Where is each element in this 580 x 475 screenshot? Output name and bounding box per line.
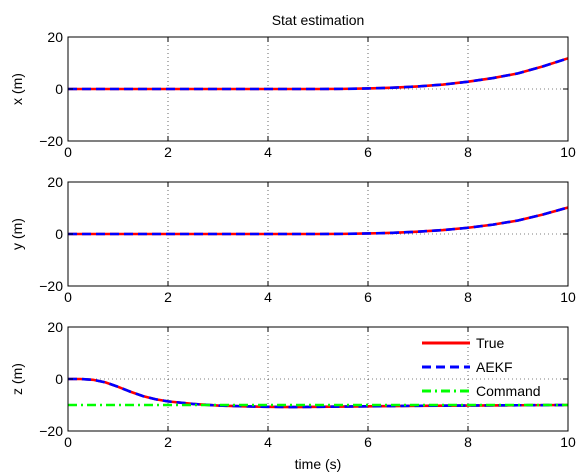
x-tick-label: 2 bbox=[164, 434, 172, 450]
y-tick-label: 0 bbox=[55, 81, 63, 97]
legend-label-aekf: AEKF bbox=[476, 359, 513, 375]
x-tick-label: 8 bbox=[464, 434, 472, 450]
x-tick-label: 10 bbox=[560, 144, 576, 160]
series-group bbox=[68, 377, 568, 409]
y-tick-label: −20 bbox=[39, 133, 63, 149]
legend-label-true: True bbox=[476, 335, 504, 351]
x-tick-label: 6 bbox=[364, 434, 372, 450]
chart-title: Stat estimation bbox=[272, 12, 365, 28]
y-axis-label: z (m) bbox=[9, 363, 25, 395]
series-line-aekf bbox=[68, 206, 568, 236]
x-tick-label: 4 bbox=[264, 289, 272, 305]
x-tick-label: 8 bbox=[464, 289, 472, 305]
x-tick-label: 2 bbox=[164, 144, 172, 160]
series-line-aekf bbox=[68, 57, 568, 91]
legend-label-command: Command bbox=[476, 383, 541, 399]
x-tick-label: 0 bbox=[64, 434, 72, 450]
x-tick-label: 0 bbox=[64, 289, 72, 305]
x-tick-label: 6 bbox=[364, 144, 372, 160]
y-tick-label: 20 bbox=[47, 29, 63, 45]
x-tick-label: 4 bbox=[264, 434, 272, 450]
y-tick-label: 20 bbox=[47, 319, 63, 335]
x-tick-label: 2 bbox=[164, 289, 172, 305]
series-group bbox=[68, 206, 568, 236]
y-tick-label: −20 bbox=[39, 423, 63, 439]
x-tick-label: 10 bbox=[560, 434, 576, 450]
x-axis-label: time (s) bbox=[295, 456, 342, 472]
x-tick-label: 6 bbox=[364, 289, 372, 305]
series-line-true bbox=[68, 57, 568, 91]
y-axis-label: x (m) bbox=[9, 73, 25, 105]
x-tick-label: 10 bbox=[560, 289, 576, 305]
series-group bbox=[68, 57, 568, 91]
y-axis-label: y (m) bbox=[9, 218, 25, 250]
x-tick-label: 0 bbox=[64, 144, 72, 160]
legend: True AEKF Command bbox=[422, 335, 541, 399]
y-tick-label: 20 bbox=[47, 174, 63, 190]
x-tick-label: 8 bbox=[464, 144, 472, 160]
y-tick-label: −20 bbox=[39, 278, 63, 294]
y-tick-label: 0 bbox=[55, 371, 63, 387]
y-tick-label: 0 bbox=[55, 226, 63, 242]
series-line-true bbox=[68, 206, 568, 236]
x-tick-label: 4 bbox=[264, 144, 272, 160]
